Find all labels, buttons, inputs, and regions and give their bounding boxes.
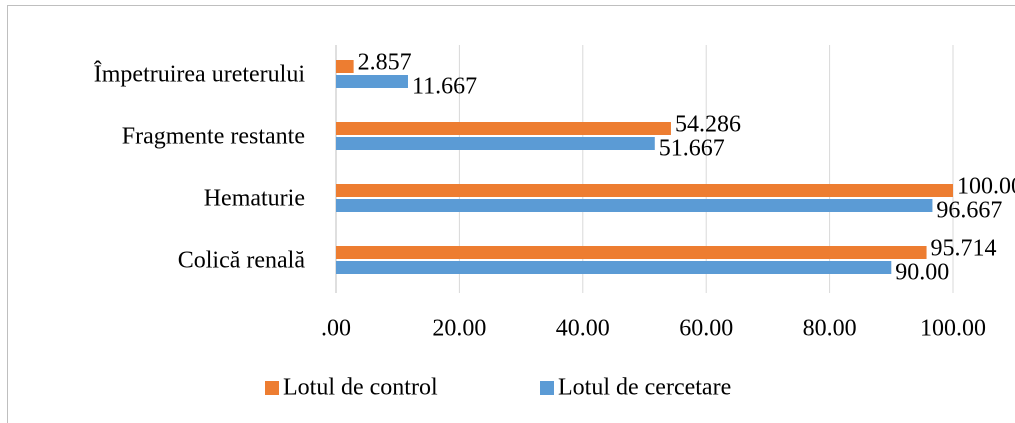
bar bbox=[336, 75, 408, 88]
legend-label: Lotul de cercetare bbox=[558, 375, 731, 401]
bar bbox=[336, 246, 927, 259]
chart-frame bbox=[7, 5, 1015, 423]
data-label: 90.00 bbox=[895, 260, 949, 286]
data-label: 95.714 bbox=[931, 236, 997, 262]
bar bbox=[336, 184, 953, 197]
data-label: 96.667 bbox=[936, 198, 1002, 224]
x-tick-label: 80.00 bbox=[803, 316, 857, 342]
bar bbox=[336, 137, 655, 150]
legend-label: Lotul de control bbox=[283, 375, 438, 401]
x-tick-label: 20.00 bbox=[432, 316, 486, 342]
data-label: 100.00 bbox=[957, 174, 1015, 200]
data-label: 11.667 bbox=[412, 74, 477, 100]
legend-swatch bbox=[540, 381, 554, 395]
x-tick-label: 60.00 bbox=[679, 316, 733, 342]
data-label: 54.286 bbox=[675, 112, 741, 138]
bar bbox=[336, 60, 354, 73]
y-tick-label: Fragmente restante bbox=[122, 124, 305, 150]
y-tick-label: Împetruirea ureterului bbox=[94, 62, 306, 88]
legend-swatch bbox=[265, 381, 279, 395]
bar bbox=[336, 199, 933, 212]
data-label: 2.857 bbox=[358, 50, 412, 76]
x-tick-label: 40.00 bbox=[556, 316, 610, 342]
bar bbox=[336, 261, 892, 274]
x-tick-label: .00 bbox=[321, 316, 351, 342]
y-tick-label: Colică renală bbox=[178, 248, 306, 274]
y-tick-label: Hematurie bbox=[204, 186, 305, 212]
bar bbox=[336, 122, 671, 135]
x-tick-label: 100.00 bbox=[920, 316, 986, 342]
data-label: 51.667 bbox=[659, 136, 725, 162]
